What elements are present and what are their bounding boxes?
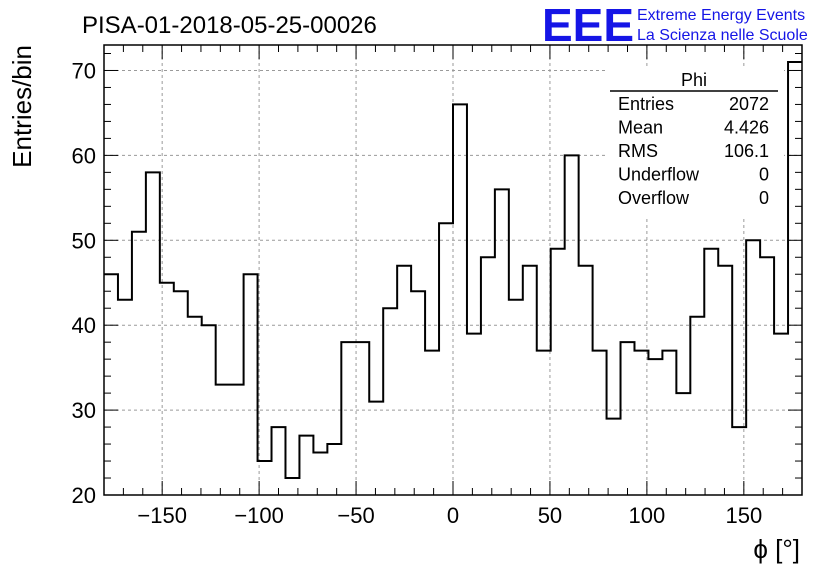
x-axis-title: ϕ [°] xyxy=(753,534,800,564)
logo-text-line1: Extreme Energy Events xyxy=(637,7,805,24)
y-tick-label: 30 xyxy=(72,398,96,423)
y-tick-label: 70 xyxy=(72,58,96,83)
histogram-series-phi xyxy=(104,60,802,480)
stats-box: Phi Entries 2072 Mean 4.426 RMS 106.1 Underflo… xyxy=(608,68,784,218)
stats-label: RMS xyxy=(618,141,658,161)
y-axis-title: Entries/bin xyxy=(7,45,37,168)
stats-value: 0 xyxy=(759,188,769,208)
stats-label: Underflow xyxy=(618,165,700,185)
x-tick-label: −50 xyxy=(337,503,374,528)
logo-text-line2: La Scienza nelle Scuole xyxy=(637,27,808,44)
stats-label: Mean xyxy=(618,118,663,138)
stats-label: Overflow xyxy=(618,188,690,208)
x-tick-label: 50 xyxy=(538,503,562,528)
stats-value: 4.426 xyxy=(724,118,769,138)
stats-value: 0 xyxy=(759,165,769,185)
stats-title: Phi xyxy=(681,70,707,90)
stats-value: 2072 xyxy=(729,94,769,114)
eee-logo-mark: EEE xyxy=(542,0,634,51)
x-tick-label: 150 xyxy=(725,503,762,528)
chart-title: PISA-01-2018-05-25-00026 xyxy=(82,12,377,39)
y-tick-label: 60 xyxy=(72,143,96,168)
y-tick-label: 40 xyxy=(72,313,96,338)
stats-label: Entries xyxy=(618,94,674,114)
axis-ticks xyxy=(103,45,803,496)
y-tick-labels: 20 30 40 50 60 70 xyxy=(72,58,96,508)
x-tick-label: −150 xyxy=(137,503,187,528)
x-tick-label: 100 xyxy=(629,503,666,528)
x-tick-labels: −150 −100 −50 0 50 100 150 xyxy=(137,503,762,528)
y-tick-label: 50 xyxy=(72,228,96,253)
stats-value: 106.1 xyxy=(724,141,769,161)
plot-frame xyxy=(103,44,803,496)
y-tick-label: 20 xyxy=(72,483,96,508)
x-tick-label: 0 xyxy=(447,503,459,528)
x-tick-label: −100 xyxy=(234,503,284,528)
